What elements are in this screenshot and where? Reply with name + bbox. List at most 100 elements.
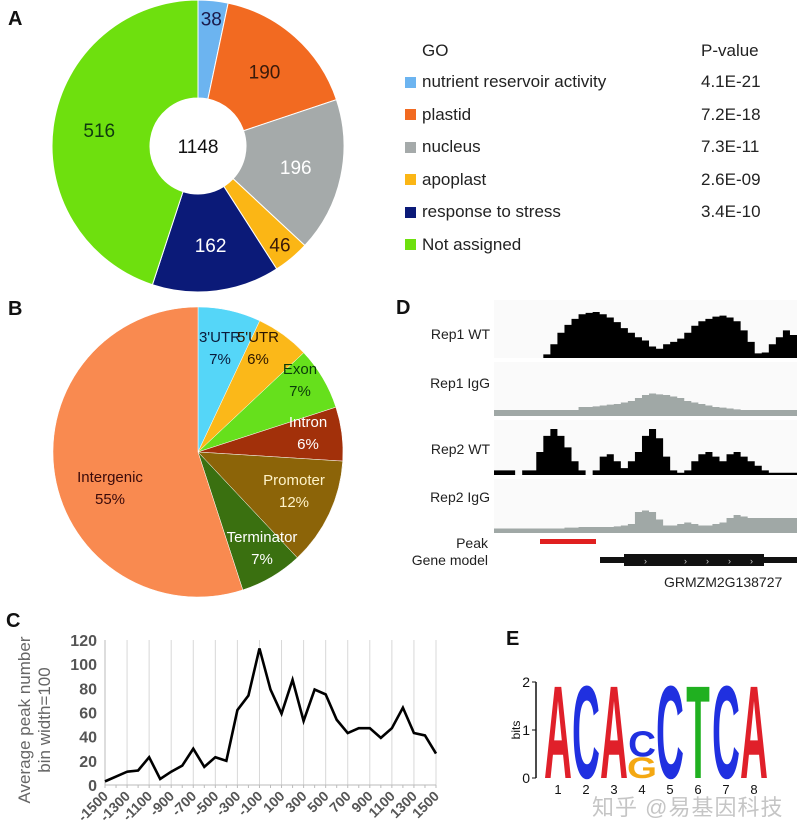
- series-line-peaks: [104, 648, 438, 783]
- legend-item-label: response to stress: [422, 202, 561, 222]
- track-signal-2: [494, 429, 797, 475]
- pie-slice-pct: 7%: [289, 383, 311, 400]
- logo-position-label: 1: [554, 782, 561, 797]
- strand-arrow-icon: ›: [750, 556, 753, 566]
- pie-slice-label: Promoter: [263, 472, 325, 489]
- legend-item: Not assigned: [405, 229, 785, 262]
- pie-slice-6: [52, 306, 244, 598]
- y-tick-label: 80: [79, 681, 97, 698]
- legend-item-pvalue: 7.3E-11: [701, 137, 760, 157]
- donut-slice-label: 38: [201, 10, 222, 31]
- gene-model-label: Gene model: [411, 552, 488, 568]
- strand-arrow-icon: ›: [644, 556, 647, 566]
- panel-label-c: C: [6, 610, 21, 632]
- legend-item: nucleus 7.3E-11: [405, 131, 785, 164]
- strand-arrow-icon: ›: [684, 556, 687, 566]
- track-label-rep2-igg: Rep2 IgG: [430, 489, 490, 505]
- peak-label: Peak: [456, 535, 488, 551]
- donut-slice-5: [51, 0, 199, 286]
- legend-swatch: [405, 239, 416, 251]
- logo-letter-A: A: [600, 660, 628, 807]
- y-tick-label: 0: [88, 778, 97, 795]
- logo-position-label: 5: [666, 782, 673, 797]
- legend-item-label: Not assigned: [422, 234, 522, 254]
- legend-swatch: [405, 76, 416, 88]
- pie-slice-pct: 12%: [279, 494, 309, 511]
- legend-item: response to stress 3.4E-10: [405, 196, 785, 229]
- go-legend: GO P-value nutrient reservoir activity 4.…: [405, 36, 785, 261]
- y-axis-label-line1: Average peak number: [15, 636, 34, 803]
- y-axis-label-line2: bin width=100: [35, 667, 54, 772]
- logo-position-label: 3: [610, 782, 617, 797]
- pie-slice-pct: 7%: [209, 351, 231, 368]
- pie-slice-label: 3'UTR: [199, 329, 241, 346]
- donut-slice-label: 162: [195, 236, 227, 257]
- legend-item-label: nucleus: [422, 137, 481, 157]
- peak-distribution-line-chart: 020406080100120-1500-1300-1100-900-700-5…: [15, 633, 442, 824]
- pie-slice-label: 5'UTR: [237, 329, 279, 346]
- y-tick-label: 40: [79, 730, 97, 747]
- track-label-rep1-wt: Rep1 WT: [430, 326, 490, 342]
- pie-slice-label: Exon: [283, 361, 317, 378]
- legend-item-label: apoplast: [422, 169, 487, 189]
- pie-slice-pct: 7%: [251, 551, 273, 568]
- y-tick-label: 120: [70, 633, 97, 650]
- panel-label-b: B: [8, 298, 23, 320]
- donut-slice-label: 516: [83, 121, 115, 142]
- legend-item: plastid 7.2E-18: [405, 99, 785, 132]
- strand-arrow-icon: ›: [706, 556, 709, 566]
- track-signal-1: [494, 393, 797, 416]
- pie-slice-pct: 6%: [297, 436, 319, 453]
- legend-header-pvalue: P-value: [701, 41, 759, 60]
- logo-position-label: 4: [638, 782, 645, 797]
- x-tick-label: 1500: [409, 788, 442, 821]
- legend-item-pvalue: 7.2E-18: [701, 104, 761, 124]
- genomic-distribution-pie: 3'UTR 7% 5'UTR 6% Exon 7% Intron 6% Promoter 12% T…: [52, 306, 344, 598]
- logo-letter-G: G: [627, 752, 657, 785]
- donut-slice-4: [151, 185, 278, 292]
- logo-letter-A: A: [740, 660, 768, 807]
- legend-item-label: nutrient reservoir activity: [422, 72, 607, 92]
- y-tick-label: 100: [70, 657, 97, 674]
- logo-position-label: 7: [722, 782, 729, 797]
- legend-item-pvalue: 2.6E-09: [701, 169, 761, 189]
- logo-letter-C: C: [628, 723, 656, 764]
- pie-slice-label: Intron: [289, 414, 327, 431]
- strand-arrow-icon: ›: [728, 556, 731, 566]
- donut-slice-1: [207, 2, 338, 132]
- logo-position-label: 2: [582, 782, 589, 797]
- y-tick-label: 60: [79, 706, 97, 723]
- logo-y-tick-label: 0: [522, 770, 530, 786]
- legend-item: nutrient reservoir activity 4.1E-21: [405, 66, 785, 99]
- legend-item-label: plastid: [422, 104, 472, 124]
- panel-label-e: E: [506, 628, 520, 650]
- legend-header: GO P-value: [405, 36, 785, 66]
- logo-letter-A: A: [544, 660, 572, 807]
- track-label-rep1-igg: Rep1 IgG: [430, 375, 490, 391]
- logo-letter-C: C: [572, 660, 600, 807]
- donut-center-label: 1148: [178, 137, 219, 158]
- logo-y-tick-label: 2: [522, 674, 530, 690]
- pie-slice-pct: 55%: [95, 491, 125, 508]
- legend-item-pvalue: 3.4E-10: [701, 202, 761, 222]
- pie-slice-label: Terminator: [227, 529, 298, 546]
- track-signal-3: [494, 510, 797, 533]
- legend-item-pvalue: 4.1E-21: [701, 72, 761, 92]
- legend-header-go: GO: [422, 41, 449, 60]
- logo-letter-T: T: [686, 660, 710, 807]
- pie-slice-4: [197, 451, 343, 559]
- legend-swatch: [405, 141, 416, 153]
- logo-letter-C: C: [712, 660, 740, 807]
- logo-y-tick-label: 1: [522, 722, 530, 738]
- peak-bar: [540, 539, 596, 544]
- legend-swatch: [405, 174, 416, 186]
- logo-position-label: 8: [750, 782, 757, 797]
- gene-model-cds: [624, 554, 764, 566]
- donut-slice-2: [232, 99, 345, 247]
- y-tick-label: 20: [79, 754, 97, 771]
- donut-slice-label: 190: [249, 62, 281, 83]
- track-signal-0: [494, 312, 797, 358]
- donut-slice-label: 196: [280, 158, 312, 179]
- gene-name: GRMZM2G138727: [664, 574, 783, 590]
